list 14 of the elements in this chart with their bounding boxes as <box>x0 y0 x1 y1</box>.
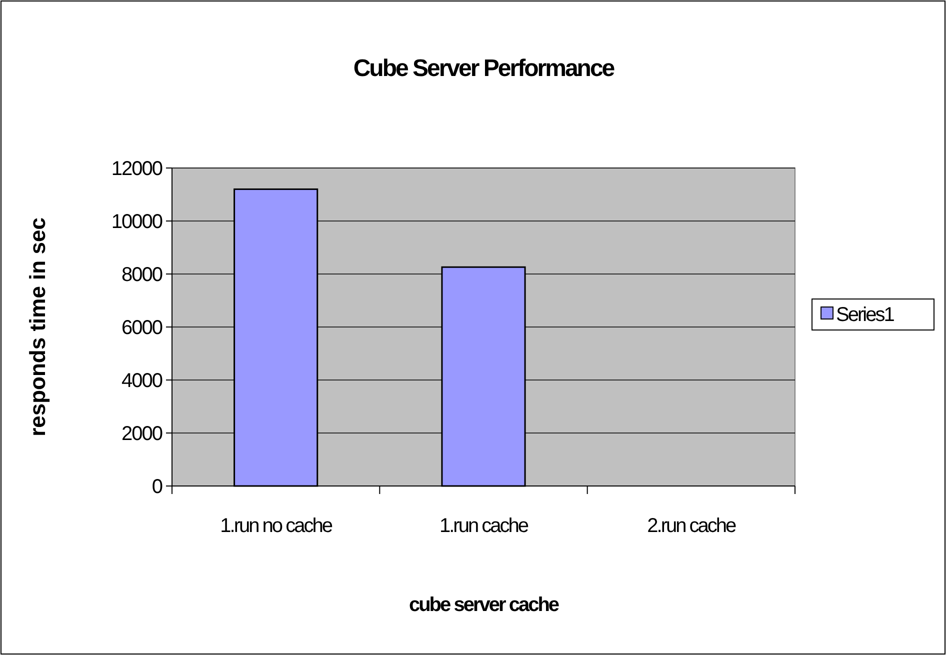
x-tick-label: 1.run no cache <box>220 515 333 537</box>
legend-label: Series1 <box>836 304 895 326</box>
y-tick-label: 8000 <box>122 264 163 286</box>
y-tick-label: 2000 <box>122 423 163 445</box>
y-tick-label: 12000 <box>111 158 163 180</box>
y-axis-title: responds time in sec <box>25 218 50 436</box>
x-tick-label: 1.run cache <box>439 515 529 537</box>
y-tick-label: 4000 <box>122 370 163 392</box>
x-tick-label: 2.run cache <box>647 515 737 537</box>
y-tick-label: 10000 <box>111 211 163 233</box>
x-axis-title: cube server cache <box>408 594 560 616</box>
y-tick-label: 0 <box>152 476 163 498</box>
y-tick-label: 6000 <box>122 317 163 339</box>
chart-title: Cube Server Performance <box>353 55 615 82</box>
